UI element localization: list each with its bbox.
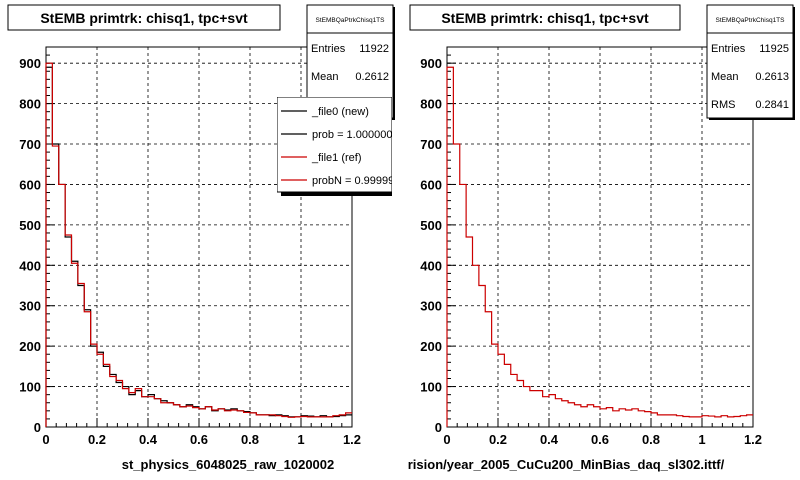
x-tick-label: 0.4 (540, 432, 559, 447)
y-tick-label: 0 (34, 420, 41, 435)
stats-box-name: StEMBQaPtrkChisq1TS (316, 17, 386, 24)
y-tick-label: 500 (19, 218, 41, 233)
histogram-series-2 (45, 62, 352, 427)
x-tick-label: 0.2 (489, 432, 507, 447)
y-tick-label: 200 (420, 339, 442, 354)
y-tick-label: 300 (420, 299, 442, 314)
stats-value: 0.2613 (755, 71, 789, 83)
stats-box-name: StEMBQaPtrkChisq1TS (716, 17, 786, 24)
title-box (409, 4, 681, 31)
y-tick-label: 100 (19, 380, 41, 395)
stats-label: Entries (711, 43, 746, 55)
histogram-panel-1: 0 0.2 0.4 0.6 0.8 1 1.2 0 100 200 300 400 500 600 700 8… (7, 4, 400, 472)
legend-box (277, 97, 392, 193)
x-tick-label: 0 (443, 432, 450, 447)
y-tick-label: 800 (420, 97, 442, 112)
x-tick-label: 0.6 (190, 432, 208, 447)
x-axis-label: rision/year_2005_CuCu200_MinBias_daq_sl3… (408, 457, 725, 472)
stats-value: 0.2612 (355, 71, 389, 83)
y-tick-label: 900 (19, 56, 41, 71)
stats-value: 11925 (759, 43, 789, 55)
y-tick-label: 400 (19, 258, 41, 273)
x-tick-label: 1.2 (343, 432, 361, 447)
y-tick-label: 200 (19, 339, 41, 354)
y-tick-label: 600 (420, 177, 442, 192)
stats-label: Mean (311, 71, 339, 83)
y-tick-label: 900 (420, 56, 442, 71)
legend-entry-label: prob = 1.000000 (312, 129, 392, 141)
chart-title: StEMB primtrk: chisq1, tpc+svt (40, 10, 248, 26)
histogram-panel-2: 0 0.2 0.4 0.6 0.8 1 1.2 0 100 200 300 400 500 600 700 8… (408, 4, 795, 472)
legend: _file0 (new) prob = 1.000000 _file1 (ref) p… (277, 97, 400, 196)
x-tick-label: 1.2 (744, 432, 762, 447)
legend-entry-label: _file1 (ref) (311, 152, 362, 164)
x-tick-label: 0.2 (88, 432, 106, 447)
x-tick-label: 0.4 (139, 432, 158, 447)
legend-body: _file0 (new) prob = 1.000000 _file1 (ref) p… (277, 97, 400, 196)
y-tick-label: 400 (420, 258, 442, 273)
y-tick-label: 500 (420, 218, 442, 233)
x-tick-label: 0 (42, 432, 49, 447)
y-tick-label: 300 (19, 299, 41, 314)
y-tick-label: 0 (435, 420, 442, 435)
stats-value: 11922 (359, 43, 389, 55)
histogram-series-1 (446, 66, 753, 427)
stats-label: Entries (311, 43, 346, 55)
y-tick-label: 800 (19, 97, 41, 112)
x-tick-label: 0.6 (591, 432, 609, 447)
stats-label: RMS (711, 99, 735, 111)
y-tick-label: 600 (19, 177, 41, 192)
stats-box (706, 4, 794, 119)
x-tick-label: 1 (297, 432, 304, 447)
y-tick-label: 100 (420, 380, 442, 395)
title-box (7, 4, 281, 31)
x-tick-label: 0.8 (642, 432, 660, 447)
chart-title: StEMB primtrk: chisq1, tpc+svt (441, 10, 649, 26)
y-tick-label: 700 (420, 137, 442, 152)
x-tick-label: 0.8 (241, 432, 259, 447)
stats-label: Mean (711, 71, 739, 83)
legend-entry-label: probN = 0.999990 (312, 175, 400, 187)
stats-value: 0.2841 (755, 99, 789, 111)
legend-entry-label: _file0 (new) (311, 106, 369, 118)
x-axis-label: st_physics_6048025_raw_1020002 (122, 457, 335, 472)
x-tick-label: 1 (698, 432, 705, 447)
y-tick-label: 700 (19, 137, 41, 152)
